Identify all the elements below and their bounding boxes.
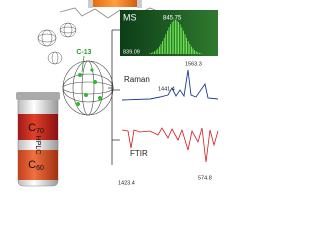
ms-peak: [184, 34, 186, 54]
ms-peak: [155, 50, 157, 54]
tube-cap: [16, 92, 60, 100]
c13-atoms: [76, 68, 102, 106]
source-bar: [92, 0, 138, 7]
ms-peak: [149, 53, 151, 54]
ms-peak: [152, 52, 154, 54]
band-label: C70: [28, 122, 44, 135]
ms-peak: [183, 30, 184, 54]
ms-spectrum: [149, 20, 202, 55]
bracket: [108, 29, 120, 165]
ms-peak: [163, 37, 165, 54]
ms-peak: [154, 51, 155, 54]
peak-label: 1441.4: [158, 86, 175, 92]
ms-peak: [191, 46, 192, 54]
band-label: C60: [28, 159, 44, 172]
ms-peak: [168, 27, 170, 54]
ms-peak: [165, 34, 167, 54]
isotope-label: C-13: [76, 49, 91, 56]
raman-spectrum: [121, 69, 219, 101]
ms-peak: [179, 24, 181, 54]
tube-label: HPLC: [34, 136, 41, 155]
spectrum-label: Raman: [124, 75, 150, 84]
arrow: [81, 55, 85, 73]
graphic: C-13 MS 845.75 839.09 Raman 1563.3 1441.…: [16, 0, 219, 186]
peak-label: 574.8: [198, 175, 212, 181]
ms-peak: [171, 21, 173, 54]
ms-peak: [186, 37, 187, 54]
ms-peak: [199, 52, 200, 54]
ms-peak: [176, 20, 178, 55]
ms-peak: [197, 52, 199, 54]
ms-peak: [160, 44, 162, 54]
ms-peak: [189, 44, 191, 54]
small-cages: [37, 22, 77, 65]
ms-peak: [162, 41, 163, 54]
source-cap: [88, 0, 93, 8]
ms-peak: [192, 48, 194, 54]
ms-peak: [173, 20, 175, 55]
spectrum-label: FTIR: [130, 149, 148, 158]
ms-peak: [187, 41, 189, 54]
peak-label: 845.75: [163, 16, 182, 22]
fullerene-cage: [62, 60, 114, 116]
ms-peak: [175, 20, 176, 54]
ms-peak: [181, 27, 183, 54]
ms-peak: [167, 30, 168, 54]
ms-peak: [178, 21, 179, 54]
ms-peak: [194, 50, 195, 54]
ms-peak: [170, 24, 171, 54]
spectrum-label: MS: [123, 12, 137, 22]
ms-peak: [200, 53, 202, 54]
ms-peak: [157, 48, 159, 54]
peak-label: 1423.4: [118, 180, 135, 186]
ms-peak: [195, 51, 197, 54]
ftir-spectrum: [121, 127, 219, 163]
peak-label: 1563.3: [185, 61, 202, 67]
c60-band: [18, 150, 58, 180]
source-cap: [137, 0, 142, 8]
ms-peak: [151, 52, 152, 54]
peak-label: 839.09: [123, 49, 140, 55]
c70-band: [18, 114, 58, 140]
ms-peak: [159, 46, 160, 54]
